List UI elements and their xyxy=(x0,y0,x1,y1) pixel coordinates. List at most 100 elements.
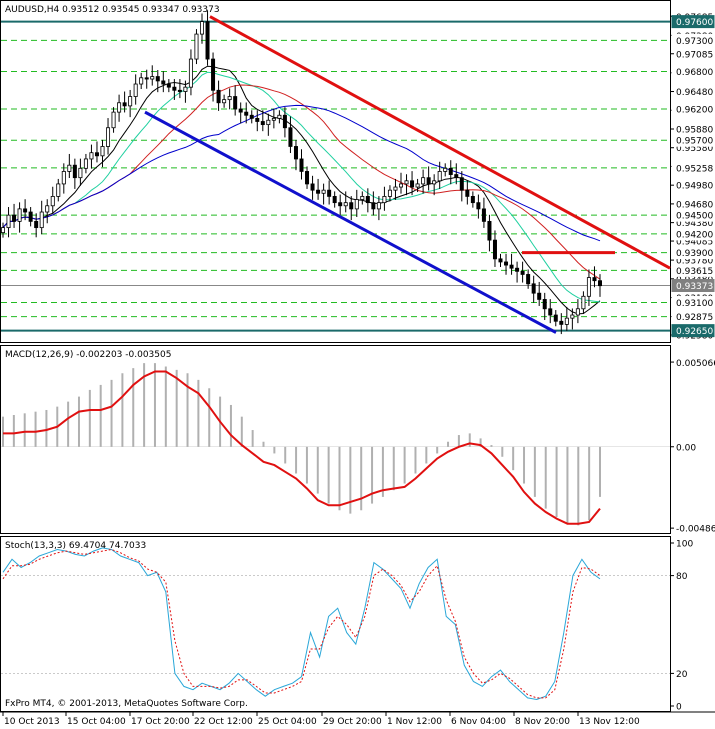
candle-body-89 xyxy=(492,239,497,260)
macd-tick-label-0: 0.005066 xyxy=(676,359,715,369)
price-tick-label-13: 0.93780 xyxy=(676,257,713,267)
level-label-bg-0 xyxy=(671,15,715,29)
candle-body-38 xyxy=(211,58,216,91)
level-label-11: 0.93100 xyxy=(676,299,713,309)
macd-indicator: 0.005066 0.00 -0.004868 xyxy=(1,359,715,535)
candle-body-30 xyxy=(166,83,171,88)
candle-body-98 xyxy=(542,299,547,310)
candle-body-40 xyxy=(222,99,227,104)
candle-body-10 xyxy=(56,183,61,197)
price-tick-label-9: 0.94980 xyxy=(676,182,713,192)
candle-body-8 xyxy=(45,205,50,213)
candle-body-61 xyxy=(338,202,343,207)
candle-body-56 xyxy=(310,183,315,191)
candle-body-26 xyxy=(144,77,149,80)
candle-body-15 xyxy=(83,158,88,169)
candle-body-29 xyxy=(161,80,166,85)
candle-body-101 xyxy=(559,320,564,325)
candle-body-79 xyxy=(437,171,442,182)
candle-body-23 xyxy=(128,96,133,107)
candle-body-50 xyxy=(277,114,282,119)
candle-body-77 xyxy=(426,177,431,185)
level-label-bg-11 xyxy=(671,296,715,310)
level-label-bg-9 xyxy=(671,263,715,277)
level-label-9: 0.93615 xyxy=(676,267,713,277)
candle-body-12 xyxy=(67,164,72,172)
level-label-bg-2 xyxy=(671,65,715,79)
candle-body-11 xyxy=(61,171,66,185)
stoch-tick-label-0: 100 xyxy=(676,540,693,550)
stoch-signal-line xyxy=(2,548,601,699)
candle-body-58 xyxy=(321,189,326,194)
level-label-bg-13 xyxy=(671,324,715,338)
level-label-3: 0.96200 xyxy=(676,106,713,116)
candle-body-3 xyxy=(17,208,22,222)
candle-body-27 xyxy=(150,76,155,80)
price-tick-label-11: 0.94380 xyxy=(676,219,713,229)
candle-body-34 xyxy=(188,58,193,88)
candle-body-51 xyxy=(282,114,287,129)
candle-body-104 xyxy=(575,308,580,316)
copyright-footer: FxPro MT4, © 2001-2013, MetaQuotes Softw… xyxy=(5,699,248,709)
candle-body-76 xyxy=(421,177,426,185)
candle-body-49 xyxy=(271,117,276,121)
macd-panel-frame xyxy=(0,345,671,534)
level-label-bg-8 xyxy=(671,246,715,260)
level-labels: 0.97600 0.97300 0.96800 0.96200 0.95700 0.952… xyxy=(671,15,715,338)
candle-body-93 xyxy=(515,267,520,272)
macd-tick-label-2: -0.004868 xyxy=(676,525,715,535)
candle-body-31 xyxy=(172,86,177,91)
candle-body-73 xyxy=(404,180,409,185)
price-tick-label-10: 0.94680 xyxy=(676,200,713,210)
candle-body-48 xyxy=(266,119,271,126)
candle-body-16 xyxy=(89,152,94,160)
candle-body-21 xyxy=(117,102,122,113)
candle-body-66 xyxy=(365,196,370,204)
candle-body-91 xyxy=(504,261,509,266)
candle-body-37 xyxy=(205,21,210,60)
candle-body-92 xyxy=(509,264,514,269)
price-levels xyxy=(1,20,670,332)
level-label-bg-7 xyxy=(671,227,715,241)
x-tick-label-2: 17 Oct 20:00 xyxy=(131,717,190,727)
candle-body-2 xyxy=(12,214,17,222)
candle-body-68 xyxy=(376,202,381,210)
candle-body-83 xyxy=(459,177,464,191)
candle-body-19 xyxy=(106,127,111,147)
candle-body-45 xyxy=(249,114,254,119)
candle-body-70 xyxy=(387,189,392,197)
candles xyxy=(0,10,603,335)
candle-body-20 xyxy=(111,111,116,129)
candle-body-75 xyxy=(415,183,420,188)
x-tick-label-3: 22 Oct 12:00 xyxy=(194,717,253,727)
candle-body-60 xyxy=(332,196,337,204)
candle-body-25 xyxy=(139,77,144,85)
trendline-blue-support xyxy=(144,110,557,334)
candle-body-64 xyxy=(354,199,359,210)
level-label-0: 0.97600 xyxy=(676,18,713,28)
candle-body-103 xyxy=(570,314,575,319)
price-axis-ticks: 0.976850.973800.970850.967800.964800.961… xyxy=(670,13,713,342)
candle-body-67 xyxy=(371,202,376,210)
candle-body-84 xyxy=(465,189,470,197)
candle-body-18 xyxy=(100,146,105,157)
candle-body-9 xyxy=(50,196,55,207)
price-tick-label-4: 0.96480 xyxy=(676,88,713,98)
candle-body-72 xyxy=(398,183,403,188)
level-label-bg-10 xyxy=(671,278,715,292)
candle-body-1 xyxy=(6,214,11,229)
candle-body-4 xyxy=(23,208,28,213)
candle-body-53 xyxy=(293,146,298,160)
level-label-13: 0.92650 xyxy=(676,327,713,337)
candle-body-46 xyxy=(255,117,260,122)
candle-body-22 xyxy=(122,102,127,107)
stoch-tick-label-3: 0 xyxy=(676,703,682,713)
price-tick-label-6: 0.95880 xyxy=(676,125,713,135)
candle-body-71 xyxy=(393,186,398,191)
ma-line-ma-blue xyxy=(2,104,601,242)
macd-header: MACD(12,26,9) -0.002203 -0.003505 xyxy=(5,350,171,360)
candle-body-13 xyxy=(72,164,77,179)
candle-body-81 xyxy=(448,167,453,175)
candle-body-55 xyxy=(305,171,310,185)
moving-averages xyxy=(2,65,601,315)
